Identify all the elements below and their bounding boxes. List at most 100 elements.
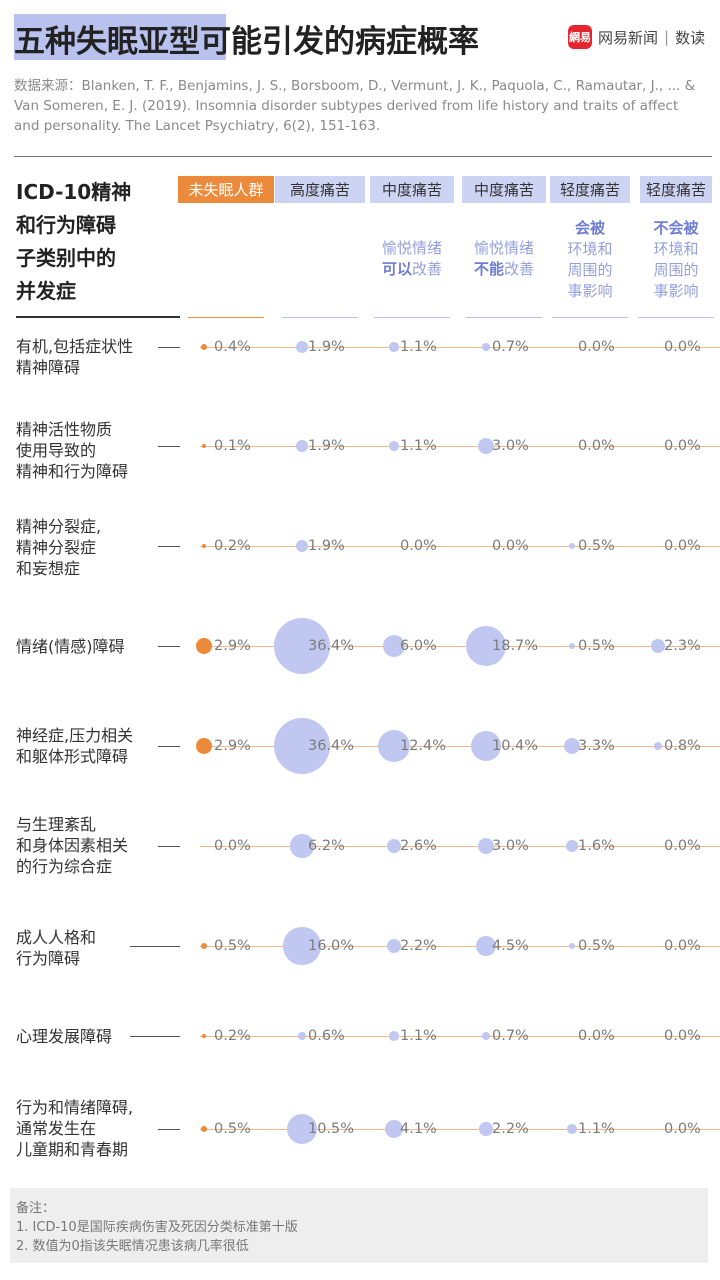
- row-guideline: [200, 1036, 720, 1037]
- column-header: 高度痛苦: [275, 176, 365, 203]
- data-label: 10.4%: [492, 738, 539, 754]
- column-subheader-line: 可以改善: [381, 260, 443, 278]
- data-bubble: [283, 927, 321, 965]
- data-label: 1.1%: [400, 1028, 437, 1044]
- data-label: 0.5%: [578, 638, 615, 654]
- title-highlight: [14, 14, 226, 60]
- column-subheader: 不会被 环境和 周围的 事影响: [626, 218, 720, 302]
- data-label: 2.9%: [214, 738, 251, 754]
- brand-section: 数读: [675, 28, 706, 47]
- data-label: 36.4%: [308, 738, 355, 754]
- data-label: 18.7%: [492, 638, 539, 654]
- row-label: 精神活性物质 使用导致的 精神和行为障碍: [16, 419, 128, 482]
- row-label: 行为和情绪障碍, 通常发生在儿童期和青春期: [16, 1097, 133, 1160]
- row-label-line: 精神分裂症: [16, 538, 97, 557]
- column-subheader: 愉悦情绪 可以改善: [362, 238, 462, 280]
- note-item: 2. 数值为0指该失眠情况患该病几率很低: [16, 1239, 249, 1254]
- data-bubble: [567, 1124, 577, 1134]
- data-bubble: [568, 942, 576, 950]
- data-label: 3.0%: [492, 438, 529, 454]
- data-label: 0.0%: [664, 1121, 701, 1137]
- data-label: 0.0%: [664, 339, 701, 355]
- column-header: 中度痛苦: [462, 176, 546, 203]
- data-label: 0.8%: [664, 738, 701, 754]
- row-label-line: 精神分裂症,: [16, 517, 102, 536]
- column-subheader-line: 事影响: [653, 282, 699, 300]
- brand: 網易 网易新闻 | 数读: [568, 25, 705, 49]
- row-label-line: 儿童期和青春期: [16, 1140, 129, 1159]
- column-header: 未失眠人群: [178, 176, 274, 203]
- data-label: 6.2%: [308, 838, 345, 854]
- data-label: 0.2%: [214, 538, 251, 554]
- row-header-line: 和行为障碍: [16, 213, 116, 237]
- data-bubble: [476, 936, 496, 956]
- data-label: 0.5%: [214, 1121, 251, 1137]
- data-label: 10.5%: [308, 1121, 355, 1137]
- row-guideline: [200, 347, 720, 348]
- data-label: 16.0%: [308, 938, 355, 954]
- column-underline: [552, 317, 628, 318]
- row-connector: [158, 1129, 180, 1130]
- data-label: 0.0%: [664, 538, 701, 554]
- data-bubble: [389, 441, 399, 451]
- row-connector: [130, 1036, 180, 1037]
- row-header-line: 子类别中的: [16, 246, 116, 270]
- row-connector: [158, 446, 180, 447]
- data-bubble: [274, 618, 330, 674]
- data-label: 3.3%: [578, 738, 615, 754]
- data-label: 2.6%: [400, 838, 437, 854]
- data-label: 0.5%: [578, 938, 615, 954]
- data-label: 0.0%: [214, 838, 251, 854]
- column-underline: [466, 317, 542, 318]
- column-subheader-line: 不会被: [653, 219, 699, 237]
- data-label: 0.5%: [578, 538, 615, 554]
- row-guideline: [200, 746, 720, 747]
- row-guideline: [200, 846, 720, 847]
- data-label: 1.6%: [578, 838, 615, 854]
- row-label-line: 精神和行为障碍: [16, 462, 129, 481]
- data-bubble: [568, 642, 576, 650]
- data-bubble: [653, 741, 663, 751]
- data-bubble: [196, 638, 212, 654]
- row-guideline: [200, 646, 720, 647]
- data-label: 1.9%: [308, 339, 345, 355]
- row-label-line: 成人人格和: [16, 928, 97, 947]
- data-bubble: [200, 1125, 208, 1133]
- data-label: 0.4%: [214, 339, 251, 355]
- data-bubble: [568, 542, 576, 550]
- data-label: 0.0%: [578, 339, 615, 355]
- note-item: 1. ICD-10是国际疾病伤害及死因分类标准第十版: [16, 1220, 298, 1235]
- data-bubble: [202, 444, 206, 448]
- page-title: 五种失眠亚型可能引发的病症概率: [14, 24, 479, 60]
- column-underline: [374, 317, 450, 318]
- row-label-line: 心理发展障碍: [16, 1027, 113, 1046]
- data-bubble: [290, 834, 314, 858]
- row-label-line: 行为障碍: [16, 949, 81, 968]
- data-bubble: [274, 718, 330, 774]
- data-bubble: [477, 437, 495, 455]
- column-subheader-line: 环境和: [567, 240, 613, 258]
- data-bubble: [295, 439, 309, 453]
- data-label: 0.0%: [578, 1028, 615, 1044]
- data-bubble: [382, 634, 406, 658]
- data-bubble: [482, 343, 490, 351]
- column-subheader-line: 会被: [574, 219, 605, 237]
- row-header-underline: [16, 316, 180, 318]
- row-header-line: ICD-10精神: [16, 180, 132, 204]
- row-connector: [130, 946, 180, 947]
- column-subheader: 会被 环境和 周围的 事影响: [540, 218, 640, 302]
- column-subheader-line: 愉悦情绪: [473, 239, 534, 257]
- row-guideline: [200, 1129, 720, 1130]
- data-bubble: [477, 837, 495, 855]
- data-bubble: [200, 942, 208, 950]
- row-label-line: 行为和情绪障碍,: [16, 1098, 134, 1117]
- row-label: 精神分裂症, 精神分裂症 和妄想症: [16, 516, 101, 579]
- row-label-line: 使用导致的: [16, 441, 97, 460]
- data-bubble: [389, 342, 399, 352]
- row-label-line: 通常发生在: [16, 1119, 97, 1138]
- data-bubble: [566, 840, 578, 852]
- data-bubble: [479, 1122, 493, 1136]
- top-divider: [14, 156, 712, 157]
- brand-name: 网易新闻: [598, 28, 659, 47]
- data-label: 0.0%: [664, 438, 701, 454]
